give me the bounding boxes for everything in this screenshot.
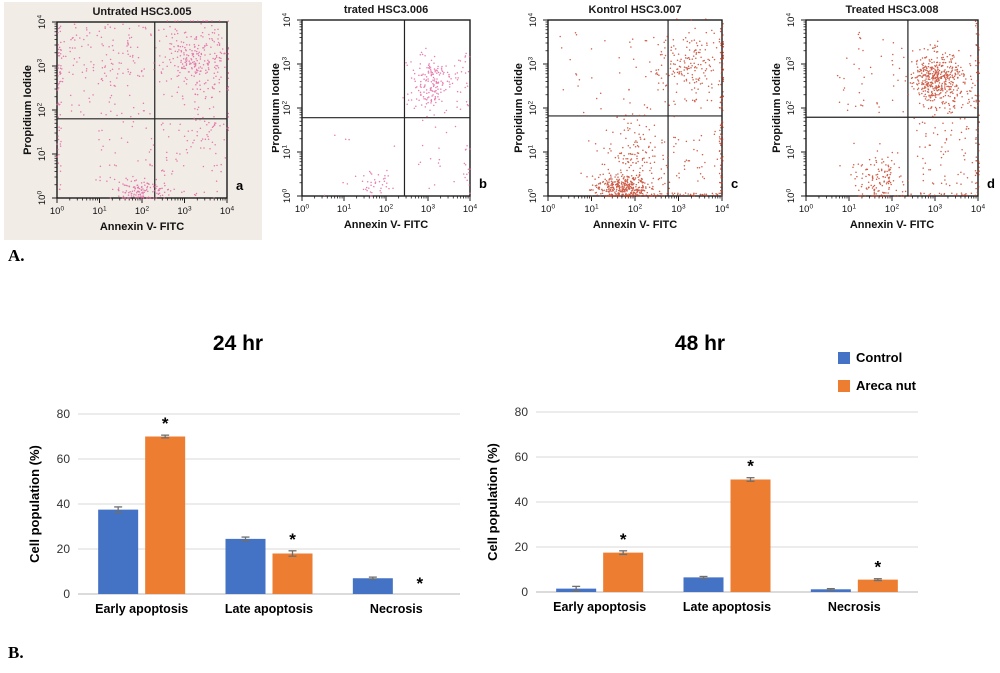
svg-text:104: 104 [971, 204, 986, 216]
svg-text:101: 101 [528, 145, 540, 160]
svg-text:103: 103 [528, 57, 540, 72]
svg-text:101: 101 [842, 204, 857, 216]
svg-text:40: 40 [57, 497, 71, 511]
svg-text:Cell population (%): Cell population (%) [486, 443, 500, 561]
svg-text:103: 103 [37, 59, 49, 74]
svg-text:104: 104 [528, 13, 540, 28]
svg-text:Late apoptosis: Late apoptosis [683, 600, 771, 614]
svg-text:101: 101 [786, 145, 798, 160]
svg-text:104: 104 [463, 204, 478, 216]
svg-text:Treated HSC3.008: Treated HSC3.008 [846, 4, 939, 16]
svg-text:Propidium Iodide: Propidium Iodide [272, 63, 282, 153]
svg-text:100: 100 [282, 189, 294, 204]
svg-text:60: 60 [515, 450, 529, 464]
svg-text:104: 104 [715, 204, 730, 216]
svg-text:102: 102 [786, 101, 798, 116]
svg-text:Kontrol HSC3.007: Kontrol HSC3.007 [589, 4, 682, 16]
svg-text:Early apoptosis: Early apoptosis [553, 600, 646, 614]
svg-text:20: 20 [515, 540, 529, 554]
svg-text:60: 60 [57, 452, 71, 466]
legend-item-control: Control [838, 350, 916, 365]
svg-text:Annexin V- FITC: Annexin V- FITC [593, 219, 677, 231]
svg-text:Propidium Iodide: Propidium Iodide [22, 65, 34, 155]
chart-title-48hr: 48 hr [674, 332, 726, 355]
svg-text:103: 103 [177, 206, 192, 218]
svg-text:*: * [417, 574, 424, 593]
svg-text:101: 101 [282, 145, 294, 160]
svg-text:Propidium Iodide: Propidium Iodide [771, 63, 783, 153]
svg-text:102: 102 [885, 204, 900, 216]
svg-text:100: 100 [528, 189, 540, 204]
svg-text:102: 102 [628, 204, 643, 216]
svg-text:103: 103 [928, 204, 943, 216]
section-b-label: B. [8, 643, 24, 662]
svg-text:20: 20 [57, 542, 71, 556]
svg-text:80: 80 [57, 407, 71, 421]
svg-text:*: * [747, 457, 754, 476]
svg-text:104: 104 [220, 206, 235, 218]
svg-text:c: c [731, 176, 738, 191]
legend-item-areca-nut: Areca nut [838, 378, 916, 393]
svg-text:*: * [620, 530, 627, 549]
svg-text:Untrated HSC3.005: Untrated HSC3.005 [92, 6, 191, 18]
svg-text:*: * [289, 530, 296, 549]
areca-nut-swatch-icon [838, 379, 850, 392]
svg-text:104: 104 [786, 13, 798, 28]
svg-text:102: 102 [528, 101, 540, 116]
svg-text:101: 101 [337, 204, 352, 216]
svg-text:103: 103 [421, 204, 436, 216]
svg-text:*: * [162, 414, 169, 433]
svg-text:103: 103 [671, 204, 686, 216]
svg-text:104: 104 [37, 15, 49, 30]
svg-text:103: 103 [282, 57, 294, 72]
svg-text:100: 100 [295, 204, 310, 216]
svg-text:0: 0 [521, 585, 528, 599]
svg-text:102: 102 [37, 103, 49, 118]
legend-label-areca-nut: Areca nut [856, 378, 916, 393]
svg-text:0: 0 [63, 587, 70, 601]
svg-text:Cell population (%): Cell population (%) [28, 445, 42, 563]
svg-text:b: b [479, 176, 487, 191]
svg-text:100: 100 [37, 191, 49, 206]
svg-text:100: 100 [799, 204, 814, 216]
svg-text:101: 101 [37, 147, 49, 162]
svg-text:Late apoptosis: Late apoptosis [225, 602, 313, 616]
svg-text:100: 100 [541, 204, 556, 216]
svg-text:80: 80 [515, 405, 529, 419]
bar-chart-24hr: 0 20 40 60 80 Early apoptosis * Late apoptosis *… [28, 407, 460, 616]
svg-text:103: 103 [786, 57, 798, 72]
bar-chart-48hr: 0 20 40 60 80 Early apoptosis * Late apoptosis *… [486, 405, 918, 614]
control-swatch-icon [838, 351, 850, 364]
svg-text:Necrosis: Necrosis [828, 600, 881, 614]
svg-text:101: 101 [92, 206, 107, 218]
svg-text:40: 40 [515, 495, 529, 509]
svg-text:Annexin V- FITC: Annexin V- FITC [344, 219, 428, 231]
svg-text:104: 104 [282, 13, 294, 28]
chart-title-24hr: 24 hr [212, 332, 264, 355]
legend-label-control: Control [856, 350, 903, 365]
svg-text:Annexin V- FITC: Annexin V- FITC [850, 219, 934, 231]
svg-text:Early apoptosis: Early apoptosis [95, 602, 188, 616]
svg-text:100: 100 [786, 189, 798, 204]
svg-text:100: 100 [50, 206, 65, 218]
svg-text:102: 102 [135, 206, 150, 218]
svg-text:a: a [236, 178, 244, 193]
svg-text:d: d [987, 176, 995, 191]
svg-text:trated HSC3.006: trated HSC3.006 [344, 4, 428, 16]
legend: Control Areca nut [838, 350, 916, 393]
svg-text:101: 101 [584, 204, 599, 216]
svg-text:Annexin V- FITC: Annexin V- FITC [100, 221, 184, 233]
section-a-label: A. [8, 246, 25, 265]
svg-text:*: * [875, 558, 882, 577]
svg-text:102: 102 [282, 101, 294, 116]
svg-text:Propidium Iodide: Propidium Iodide [513, 63, 525, 153]
svg-text:102: 102 [379, 204, 394, 216]
svg-text:Necrosis: Necrosis [370, 602, 423, 616]
